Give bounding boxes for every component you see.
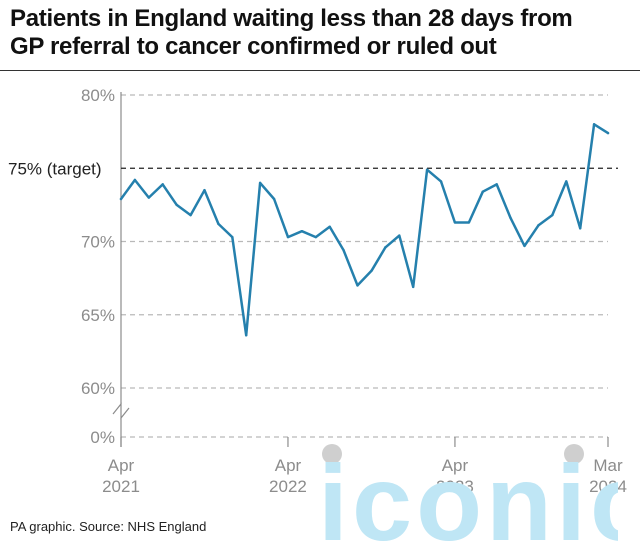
- series-group: [119, 123, 610, 337]
- data-point-29: [523, 244, 526, 248]
- data-point-25: [467, 221, 471, 224]
- data-point-4: [175, 203, 178, 207]
- data-point-2: [147, 196, 151, 199]
- y-tick-label-65: 65%: [81, 306, 115, 325]
- data-point-23: [439, 180, 443, 183]
- chart-title-line-2: GP referral to cancer confirmed or ruled…: [10, 33, 497, 60]
- data-point-24: [453, 221, 457, 224]
- data-point-10: [258, 181, 262, 185]
- x-tick-label-35-0: Mar: [593, 456, 623, 475]
- y-tick-label-80: 80%: [81, 86, 115, 105]
- data-point-5: [189, 213, 192, 217]
- title-divider: [0, 70, 640, 71]
- watermark-text: iconic: [318, 442, 618, 544]
- data-point-32: [565, 180, 568, 183]
- y-tick-label-70: 70%: [81, 233, 115, 252]
- data-point-12: [286, 235, 290, 239]
- chart-title: Patients in England waiting less than 28…: [10, 5, 635, 61]
- data-point-8: [231, 235, 234, 239]
- data-point-18: [370, 269, 373, 272]
- data-point-15: [328, 225, 331, 229]
- y-tick-label-0: 0%: [90, 428, 115, 447]
- data-point-31: [551, 213, 554, 217]
- data-point-20: [398, 234, 401, 237]
- target-line-group: 75% (target): [8, 159, 618, 178]
- data-point-30: [537, 224, 540, 227]
- data-point-6: [203, 189, 206, 192]
- x-tick-label-0-0: Apr: [108, 456, 135, 475]
- x-tick-labels: Apr 2021 Apr 2022 Apr 2023 Mar 2024: [102, 456, 627, 496]
- data-point-27: [495, 183, 498, 186]
- y-tick-label-60: 60%: [81, 379, 115, 398]
- data-point-1: [133, 178, 137, 182]
- chart-title-line-1: Patients in England waiting less than 28…: [10, 5, 573, 32]
- y-axis-break: [112, 402, 130, 420]
- x-tick-label-12-0: Apr: [275, 456, 302, 475]
- data-point-35: [606, 131, 610, 135]
- data-point-22: [425, 168, 429, 171]
- data-point-14: [314, 235, 317, 239]
- data-point-16: [342, 249, 345, 252]
- x-tick-label-12-1: 2022: [269, 477, 307, 496]
- x-tick-label-0-1: 2021: [102, 477, 140, 496]
- data-point-17: [356, 284, 359, 287]
- data-point-33: [578, 227, 582, 230]
- data-point-7: [217, 222, 220, 226]
- data-point-28: [509, 216, 512, 220]
- data-point-11: [272, 197, 276, 201]
- data-point-26: [481, 190, 484, 193]
- y-tick-labels: 80% 70% 65% 60% 0%: [81, 86, 115, 447]
- axes: [112, 92, 609, 447]
- data-point-34: [592, 123, 596, 126]
- x-tick-label-24-1: 2023: [436, 477, 474, 496]
- data-point-21: [412, 285, 415, 289]
- x-tick-label-35-1: 2024: [589, 477, 627, 496]
- data-point-13: [300, 230, 304, 233]
- iconic-watermark: iconic: [318, 442, 618, 544]
- gridlines: [121, 94, 608, 438]
- data-point-9: [245, 334, 248, 337]
- data-point-3: [161, 183, 164, 186]
- series-line: [119, 123, 610, 337]
- target-label: 75% (target): [8, 159, 102, 178]
- x-tick-label-24-0: Apr: [442, 456, 469, 475]
- data-point-19: [384, 246, 387, 249]
- data-point-0: [119, 197, 123, 201]
- source-note: PA graphic. Source: NHS England: [10, 519, 207, 534]
